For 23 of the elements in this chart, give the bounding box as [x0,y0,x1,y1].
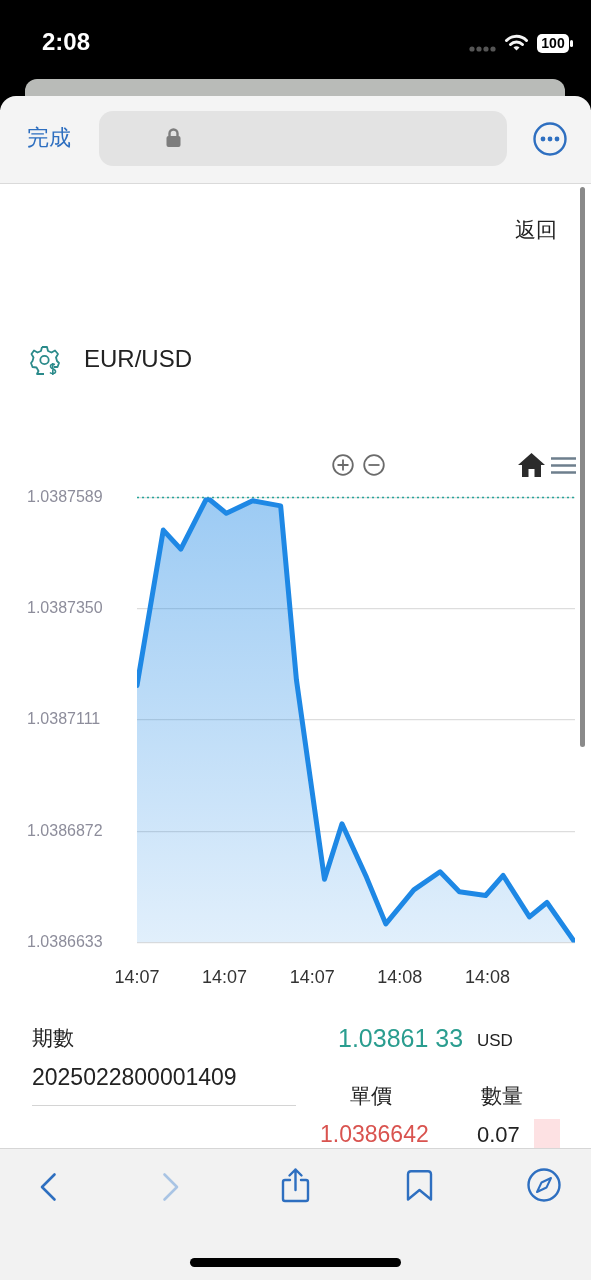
x-tick-label: 14:08 [464,967,510,988]
text: 單價 [350,1084,392,1107]
text: 返回 [515,218,557,241]
y-tick-label: 1.0386633 [27,932,103,950]
x-tick-label: 14:07 [114,967,160,988]
text: 完成 [27,125,71,150]
text: 期數 [32,1026,74,1049]
text: USD [477,1031,513,1050]
y-tick-label: 1.0387350 [27,599,103,617]
text: 0.07 [477,1122,520,1147]
x-tick-label: 14:07 [202,967,248,988]
text: 1.0386642 [320,1121,429,1147]
y-tick-label: 1.0387589 [27,487,103,505]
chart-title: EUR/USD [84,345,193,372]
text: 1.03861 33 [338,1024,464,1052]
x-tick-label: 14:08 [377,967,423,988]
text: 2:08 [42,28,91,55]
y-tick-label: 1.0387111 [27,710,101,728]
y-tick-label: 1.0386872 [27,821,103,839]
text: 2025022800001409 [32,1064,237,1090]
text: 100 [537,35,569,51]
text: 數量 [481,1084,523,1107]
x-tick-label: 14:07 [289,967,335,988]
